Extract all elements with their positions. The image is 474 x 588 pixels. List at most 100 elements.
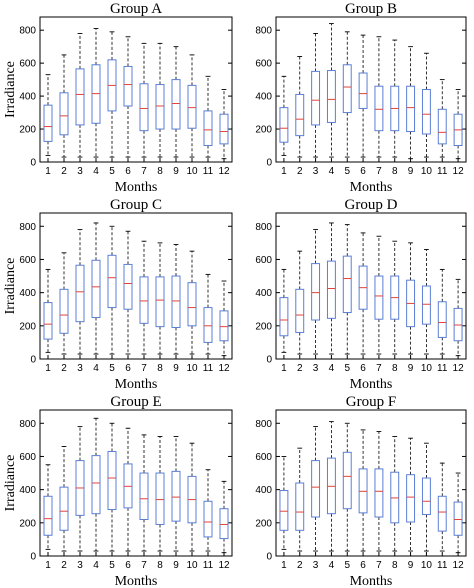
plot-frame — [39, 212, 233, 360]
iqr-box — [406, 474, 416, 523]
box-4: 4 — [326, 421, 336, 571]
box-11: 11 — [437, 79, 448, 177]
box-8: 8 — [155, 242, 165, 374]
x-tick-label: 10 — [421, 363, 433, 374]
iqr-box — [295, 482, 305, 531]
y-tick-label: 400 — [19, 485, 36, 496]
box-12: 12 — [218, 280, 230, 374]
box-9: 9 — [406, 242, 416, 374]
iqr-box — [59, 486, 69, 531]
x-tick-label: 5 — [109, 560, 115, 571]
x-tick-label: 10 — [186, 363, 198, 374]
plot-frame — [275, 409, 467, 557]
box-4: 4 — [91, 222, 101, 374]
iqr-box — [43, 104, 53, 142]
y-tick-label: 200 — [19, 518, 36, 529]
x-tick-label: 1 — [45, 560, 51, 571]
x-tick-label: 4 — [93, 560, 99, 571]
x-tick-label: 3 — [77, 363, 83, 374]
box-6: 6 — [358, 34, 368, 177]
x-tick-label: 2 — [297, 363, 303, 374]
x-axis-label: Months — [350, 180, 393, 195]
x-tick-label: 3 — [313, 363, 319, 374]
y-tick-label: 0 — [266, 158, 272, 169]
chart-title: Group F — [346, 394, 396, 410]
box-2: 2 — [295, 56, 305, 177]
iqr-box — [421, 285, 431, 325]
box-9: 9 — [171, 46, 181, 177]
y-tick-label: 600 — [255, 255, 272, 266]
x-tick-label: 10 — [186, 166, 198, 177]
plot-frame — [39, 409, 233, 557]
box-6: 6 — [123, 36, 133, 177]
x-tick-label: 12 — [218, 166, 230, 177]
x-tick-label: 8 — [157, 166, 163, 177]
iqr-box — [421, 89, 431, 135]
iqr-box — [75, 68, 85, 126]
y-axis-label: Irradiance — [3, 455, 18, 512]
box-10: 10 — [186, 54, 198, 177]
iqr-box — [311, 70, 321, 126]
iqr-box — [59, 288, 69, 334]
x-axis-label: Months — [115, 377, 158, 392]
x-tick-label: 9 — [173, 363, 179, 374]
box-1: 1 — [43, 74, 53, 177]
x-tick-label: 5 — [344, 560, 350, 571]
x-tick-label: 6 — [125, 166, 131, 177]
iqr-box — [203, 307, 213, 343]
y-tick-label: 0 — [30, 552, 36, 563]
x-tick-label: 3 — [313, 166, 319, 177]
y-tick-label: 600 — [19, 452, 36, 463]
x-tick-label: 3 — [77, 560, 83, 571]
x-tick-label: 8 — [157, 560, 163, 571]
x-tick-label: 9 — [408, 560, 414, 571]
iqr-box — [421, 477, 431, 516]
chart-title: Group C — [110, 197, 162, 213]
x-tick-label: 12 — [218, 560, 230, 571]
x-tick-label: 3 — [77, 166, 83, 177]
box-9: 9 — [406, 437, 416, 571]
box-3: 3 — [311, 33, 321, 177]
iqr-box — [187, 282, 197, 327]
y-tick-label: 800 — [255, 222, 272, 233]
iqr-box — [342, 64, 352, 114]
x-tick-label: 11 — [437, 560, 448, 571]
box-2: 2 — [295, 250, 305, 374]
box-10: 10 — [421, 249, 433, 374]
box-1: 1 — [43, 268, 53, 374]
y-tick-label: 800 — [19, 419, 36, 430]
y-tick-label: 400 — [255, 288, 272, 299]
x-tick-label: 6 — [360, 363, 366, 374]
iqr-box — [107, 450, 117, 511]
x-tick-label: 2 — [61, 166, 67, 177]
iqr-box — [75, 264, 85, 323]
iqr-box — [123, 263, 133, 310]
x-tick-label: 7 — [141, 560, 147, 571]
iqr-box — [453, 501, 463, 536]
iqr-box — [123, 65, 133, 107]
box-3: 3 — [75, 33, 85, 177]
x-tick-label: 11 — [203, 166, 214, 177]
x-tick-label: 7 — [141, 166, 147, 177]
x-tick-label: 7 — [376, 363, 382, 374]
box-11: 11 — [437, 268, 448, 374]
x-tick-label: 5 — [109, 363, 115, 374]
iqr-box — [107, 254, 117, 309]
box-5: 5 — [107, 225, 117, 374]
x-axis-label: Months — [115, 180, 158, 195]
box-7: 7 — [139, 42, 149, 177]
box-5: 5 — [342, 31, 352, 177]
box-5: 5 — [342, 422, 352, 571]
y-tick-label: 400 — [19, 92, 36, 103]
box-5: 5 — [342, 224, 352, 374]
box-4: 4 — [91, 28, 101, 177]
iqr-box — [59, 92, 69, 136]
box-3: 3 — [311, 229, 321, 374]
y-tick-label: 200 — [19, 321, 36, 332]
iqr-box — [279, 489, 289, 531]
x-tick-label: 10 — [421, 166, 433, 177]
x-tick-label: 1 — [281, 166, 287, 177]
iqr-box — [326, 260, 336, 319]
